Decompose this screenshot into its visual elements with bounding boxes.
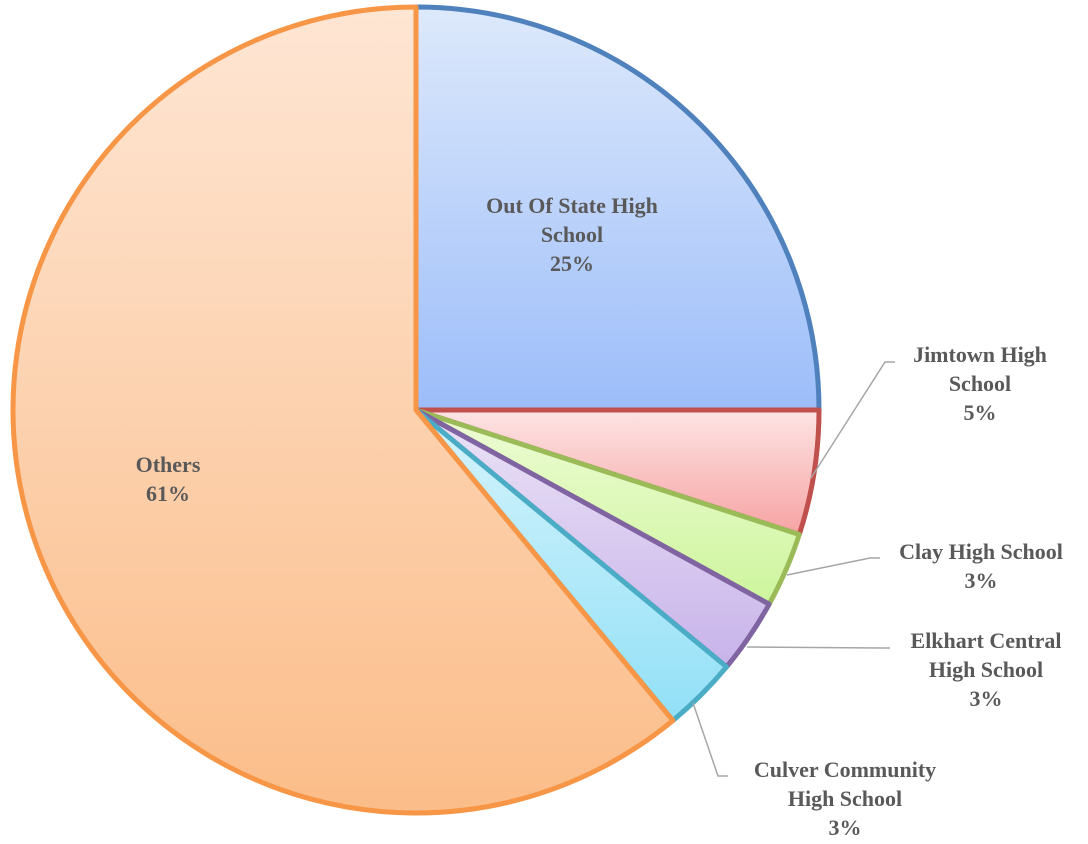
slice-labels: Out Of State High School 25% Jimtown High Sc… — [136, 193, 1063, 840]
pie-slice-others — [10, 4, 676, 816]
percent-label: 25% — [550, 251, 594, 276]
slice-label: Elkhart Central High School 3% — [911, 628, 1062, 711]
pie-slice-out-of-state-high-school — [413, 4, 822, 413]
slice-label: Culver Community High School 3% — [754, 757, 936, 840]
slice-label: Others 61% — [136, 452, 201, 506]
leader-line — [692, 702, 728, 777]
leader-line — [810, 361, 895, 479]
leader-line — [786, 557, 880, 576]
percent-label: 3% — [970, 686, 1003, 711]
percent-label: 61% — [146, 481, 190, 506]
percent-label: 3% — [965, 568, 998, 593]
percent-label: 5% — [964, 400, 997, 425]
pie-slices — [10, 4, 822, 816]
leader-line — [746, 646, 890, 649]
slice-label: Out Of State High School 25% — [486, 193, 658, 276]
leader-lines — [692, 361, 895, 777]
slice-label: Jimtown High School 5% — [913, 342, 1047, 425]
slice-label: Clay High School 3% — [899, 539, 1063, 593]
percent-label: 3% — [829, 815, 862, 840]
